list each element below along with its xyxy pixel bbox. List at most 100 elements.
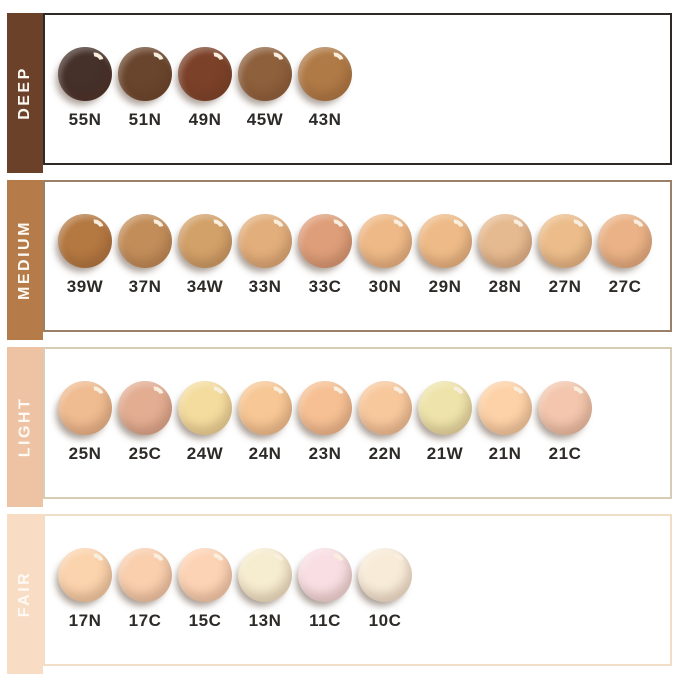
shade-swatch-24N (238, 381, 292, 435)
shade-swatch-17C (118, 548, 172, 602)
swatch-item: 21C (535, 381, 595, 464)
shade-swatch-28N (478, 214, 532, 268)
shade-category-label: LIGHT (16, 396, 33, 458)
gloss-highlight-icon (445, 216, 467, 237)
gloss-highlight-icon (85, 216, 107, 237)
gloss-highlight-icon (505, 383, 527, 404)
shade-code-label: 21W (426, 444, 464, 463)
swatch-list: 55N 51N 49N 45W 43N (45, 15, 670, 130)
swatch-item: 28N (475, 214, 535, 297)
shade-swatch-27C (598, 214, 652, 268)
shade-code-label: 51N (128, 110, 162, 129)
gloss-highlight-icon (385, 383, 407, 404)
gloss-highlight-icon (325, 49, 347, 70)
gloss-highlight-icon (265, 216, 287, 237)
shade-code-label: 34W (186, 277, 224, 296)
shade-code-label: 25N (68, 444, 102, 463)
gloss-highlight-icon (265, 383, 287, 404)
gloss-highlight-icon (145, 49, 167, 70)
gloss-highlight-icon (265, 550, 287, 571)
swatch-item: 29N (415, 214, 475, 297)
shade-swatch-11C (298, 548, 352, 602)
shade-panel: 39W 37N 34W 33N 33C 30N 29N (43, 180, 672, 332)
swatch-item: 34W (175, 214, 235, 297)
gloss-highlight-icon (145, 383, 167, 404)
shade-swatch-29N (418, 214, 472, 268)
category-tab-medium: MEDIUM (7, 180, 43, 340)
shade-code-label: 22N (368, 444, 402, 463)
shade-swatch-45W (238, 47, 292, 101)
shade-swatch-13N (238, 548, 292, 602)
shade-swatch-27N (538, 214, 592, 268)
gloss-highlight-icon (205, 216, 227, 237)
shade-code-label: 21N (488, 444, 522, 463)
shade-code-label: 11C (309, 611, 341, 630)
swatch-item: 25N (55, 381, 115, 464)
gloss-highlight-icon (265, 49, 287, 70)
swatch-item: 10C (355, 548, 415, 631)
gloss-highlight-icon (325, 216, 347, 237)
shade-panel: 55N 51N 49N 45W 43N (43, 13, 672, 165)
gloss-highlight-icon (205, 49, 227, 70)
gloss-highlight-icon (145, 216, 167, 237)
shade-row-medium: MEDIUM 39W 37N 34W 33N 33C (7, 180, 672, 340)
shade-code-label: 13N (248, 611, 282, 630)
shade-code-label: 17C (128, 611, 162, 630)
swatch-item: 22N (355, 381, 415, 464)
gloss-highlight-icon (445, 383, 467, 404)
shade-swatch-25N (58, 381, 112, 435)
category-tab-light: LIGHT (7, 347, 43, 507)
gloss-highlight-icon (385, 216, 407, 237)
swatch-item: 17C (115, 548, 175, 631)
shade-swatch-37N (118, 214, 172, 268)
shade-code-label: 39W (66, 277, 104, 296)
shade-swatch-17N (58, 548, 112, 602)
shade-swatch-10C (358, 548, 412, 602)
shade-code-label: 17N (68, 611, 102, 630)
swatch-item: 25C (115, 381, 175, 464)
shade-swatch-33N (238, 214, 292, 268)
shade-swatch-15C (178, 548, 232, 602)
shade-swatch-51N (118, 47, 172, 101)
shade-code-label: 23N (308, 444, 342, 463)
gloss-highlight-icon (385, 550, 407, 571)
gloss-highlight-icon (565, 383, 587, 404)
swatch-item: 15C (175, 548, 235, 631)
shade-code-label: 24W (186, 444, 224, 463)
swatch-item: 55N (55, 47, 115, 130)
shade-code-label: 49N (188, 110, 222, 129)
shade-swatch-24W (178, 381, 232, 435)
swatch-item: 24N (235, 381, 295, 464)
shade-code-label: 55N (68, 110, 102, 129)
gloss-highlight-icon (85, 383, 107, 404)
gloss-highlight-icon (565, 216, 587, 237)
shade-row-light: LIGHT 25N 25C 24W 24N 23N (7, 347, 672, 507)
shade-swatch-55N (58, 47, 112, 101)
swatch-item: 21W (415, 381, 475, 464)
shade-code-label: 43N (308, 110, 342, 129)
swatch-item: 23N (295, 381, 355, 464)
shade-swatch-21W (418, 381, 472, 435)
swatch-item: 27C (595, 214, 655, 297)
gloss-highlight-icon (145, 550, 167, 571)
swatch-list: 39W 37N 34W 33N 33C 30N 29N (45, 182, 670, 297)
shade-panel: 17N 17C 15C 13N 11C 10C (43, 514, 672, 666)
shade-category-label: DEEP (16, 66, 34, 120)
shade-code-label: 37N (128, 277, 162, 296)
shade-code-label: 27N (548, 277, 582, 296)
shade-swatch-43N (298, 47, 352, 101)
shade-code-label: 45W (246, 110, 284, 129)
swatch-list: 17N 17C 15C 13N 11C 10C (45, 516, 670, 631)
swatch-item: 13N (235, 548, 295, 631)
gloss-highlight-icon (325, 550, 347, 571)
shade-code-label: 28N (488, 277, 522, 296)
swatch-item: 45W (235, 47, 295, 130)
gloss-highlight-icon (325, 383, 347, 404)
swatch-item: 51N (115, 47, 175, 130)
swatch-item: 30N (355, 214, 415, 297)
swatch-item: 24W (175, 381, 235, 464)
shade-swatch-25C (118, 381, 172, 435)
gloss-highlight-icon (85, 550, 107, 571)
shade-code-label: 33N (248, 277, 282, 296)
gloss-highlight-icon (205, 383, 227, 404)
